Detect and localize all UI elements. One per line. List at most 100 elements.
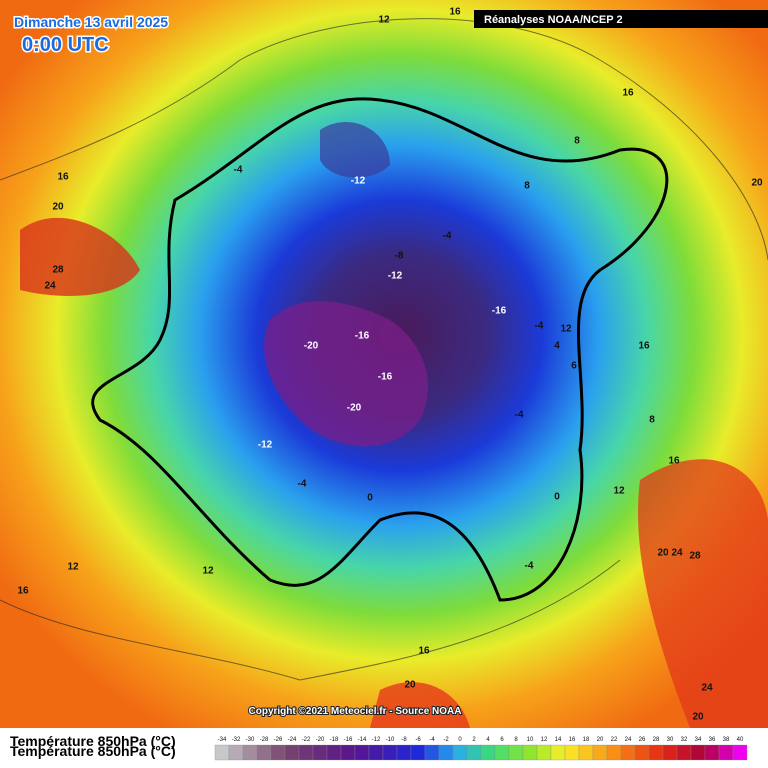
scale-label: -8	[401, 737, 407, 743]
scale-swatch	[662, 744, 678, 761]
scale-swatch	[228, 744, 244, 761]
contour-label: 12	[67, 562, 79, 573]
scale-swatch	[508, 744, 524, 761]
contour-label: 8	[524, 181, 530, 192]
contour-label: -16	[378, 372, 393, 383]
scale-label: -10	[386, 737, 395, 743]
contour-label: -8	[395, 251, 404, 262]
contour-label: -16	[355, 331, 370, 342]
contour-label: 0	[554, 492, 560, 503]
scale-swatch	[368, 744, 384, 761]
legend-title: Température 850hPa (°C)	[10, 733, 176, 749]
scale-label: 34	[695, 737, 702, 743]
scale-label: 12	[541, 737, 548, 743]
contour-label: 24	[701, 683, 713, 694]
contour-label: 20	[404, 680, 416, 691]
scale-label: 28	[653, 737, 660, 743]
contour-label: 16	[57, 172, 69, 183]
contour-label: -4	[535, 321, 544, 332]
scale-label: 38	[723, 737, 730, 743]
scale-swatch	[340, 744, 356, 761]
scale-label: 18	[583, 737, 590, 743]
warm-area	[370, 682, 470, 728]
scale-swatch	[242, 744, 258, 761]
scale-label: 16	[569, 737, 576, 743]
scale-label: -2	[443, 737, 449, 743]
contour-label: 12	[560, 324, 572, 335]
isotherm	[0, 18, 768, 261]
scale-swatch	[256, 744, 272, 761]
contour-label: 0	[367, 493, 373, 504]
zero-isotherm	[91, 97, 669, 602]
scale-swatch	[522, 744, 538, 761]
scale-label: 0	[458, 737, 462, 743]
scale-swatch	[648, 744, 664, 761]
scale-label: 4	[486, 737, 490, 743]
contour-label: 24	[44, 281, 56, 292]
warm-area	[638, 459, 768, 728]
scale-label: -16	[344, 737, 353, 743]
contour-label: -4	[443, 231, 452, 242]
scale-label: 36	[709, 737, 716, 743]
scale-label: 26	[639, 737, 646, 743]
scale-swatch	[718, 744, 734, 761]
scale-swatch	[298, 744, 314, 761]
isotherm	[0, 559, 621, 681]
contour-label: 6	[571, 361, 577, 372]
scale-label: -18	[330, 737, 339, 743]
map-date: Dimanche 13 avril 2025	[14, 14, 168, 30]
scale-label: -30	[246, 737, 255, 743]
contour-label: -4	[515, 410, 524, 421]
contour-label: 12	[202, 566, 214, 577]
legend-title-shadow: Température 850hPa (°C)	[10, 743, 176, 759]
contour-label: 4	[554, 341, 560, 352]
footer: Copyright ©2021 Meteociel.fr - Source NO…	[0, 705, 768, 768]
scale-swatch	[578, 744, 594, 761]
scale-swatch	[550, 744, 566, 761]
scale-label: -20	[316, 737, 325, 743]
contour-label: 20	[657, 548, 669, 559]
scale-label: -12	[372, 737, 381, 743]
scale-swatch	[382, 744, 398, 761]
scale-label: 6	[500, 737, 504, 743]
scale-label: -24	[288, 737, 297, 743]
header: Dimanche 13 avril 2025 0:00 UTC Réanalys…	[13, 10, 768, 58]
scale-swatch	[704, 744, 720, 761]
scale-swatch	[452, 744, 468, 761]
contour-label: 16	[449, 7, 461, 18]
scale-swatch	[592, 744, 608, 761]
contour-label: 12	[378, 15, 390, 26]
contour-label: -4	[298, 479, 307, 490]
contour-label: 16	[638, 341, 650, 352]
map-time: 0:00 UTC	[22, 34, 109, 56]
scale-swatch	[676, 744, 692, 761]
scale-label: -22	[302, 737, 311, 743]
scale-swatch	[214, 744, 230, 761]
scale-swatch	[396, 744, 412, 761]
scale-label: -26	[274, 737, 283, 743]
contour-label: 28	[52, 265, 64, 276]
scale-label: 24	[625, 737, 632, 743]
scale-swatch	[312, 744, 328, 761]
contour-label: 20	[52, 202, 64, 213]
scale-swatch	[466, 744, 482, 761]
contour-label: 24	[671, 548, 683, 559]
contour-label: 20	[692, 712, 704, 723]
contour-label: 16	[418, 646, 430, 657]
source-bar	[474, 10, 768, 28]
contour-label: 28	[689, 551, 701, 562]
scale-swatch	[354, 744, 370, 761]
contour-label: -20	[304, 341, 319, 352]
scale-label: -6	[415, 737, 421, 743]
scale-swatch	[732, 744, 748, 761]
contour-label: -20	[347, 403, 362, 414]
scale-label: -28	[260, 737, 269, 743]
contour-label: 8	[649, 415, 655, 426]
contour-label: -12	[351, 176, 366, 187]
scale-swatch	[438, 744, 454, 761]
scale-swatch	[424, 744, 440, 761]
scale-label: 14	[555, 737, 562, 743]
scale-swatch	[536, 744, 552, 761]
